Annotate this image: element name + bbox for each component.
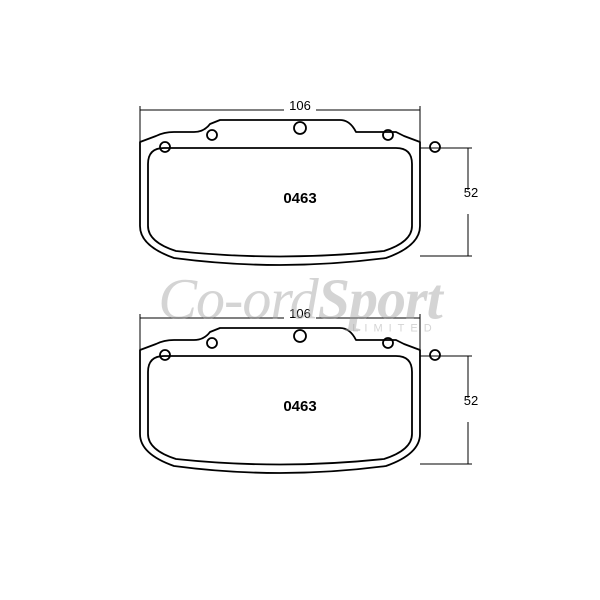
pad2-width-label: 106 xyxy=(288,306,312,321)
diagram-canvas: Co-ordSport LIMITED 106 52 0463 106 52 0… xyxy=(0,0,600,600)
pad1-part-number: 0463 xyxy=(280,190,320,207)
pad1-width-label: 106 xyxy=(288,98,312,113)
drawing-svg xyxy=(0,0,600,600)
pad2-height-label: 52 xyxy=(460,393,482,408)
pad1-height-label: 52 xyxy=(460,185,482,200)
pad2-part-number: 0463 xyxy=(280,398,320,415)
